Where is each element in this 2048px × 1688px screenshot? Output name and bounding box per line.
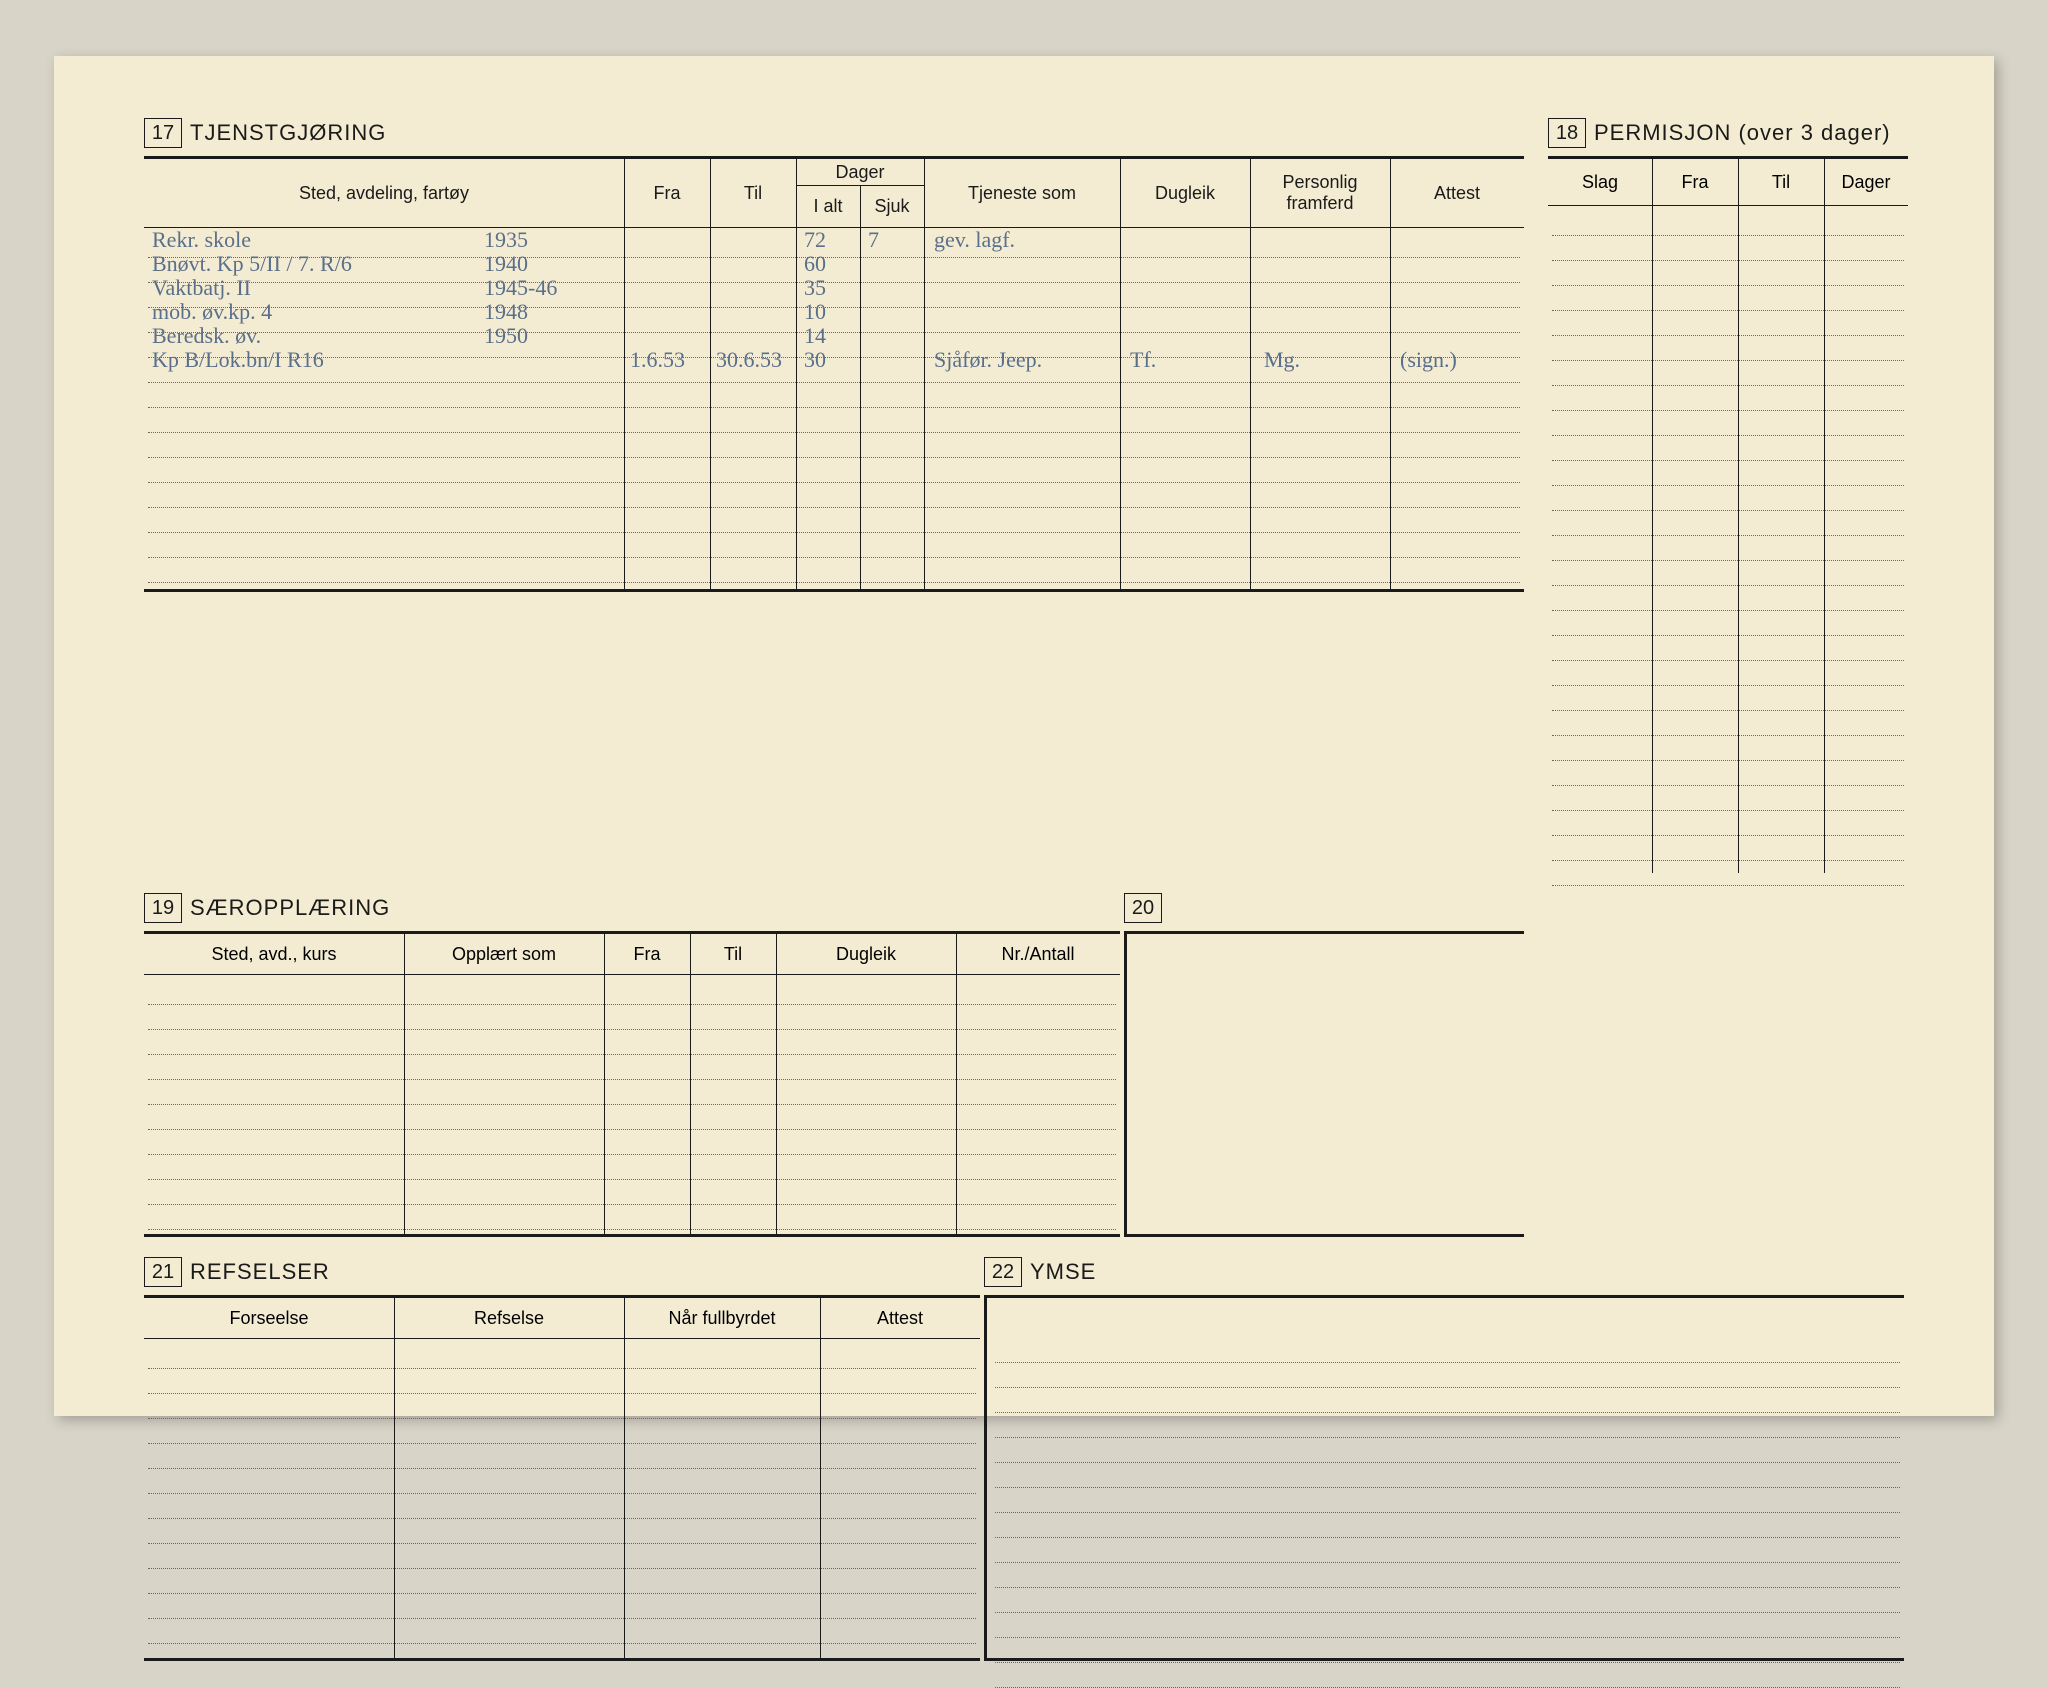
section-22-num: 22 <box>984 1257 1022 1287</box>
section-22-rows <box>995 1338 1900 1654</box>
section-20-block <box>1124 931 1524 1237</box>
section-17-wrap: 17 TJENSTGJØRING Sted, avdeling, fartøy <box>144 116 1524 873</box>
section-19-head: 19 SÆROPPLÆRING <box>144 891 1120 925</box>
h-attest: Attest <box>1390 159 1524 227</box>
handwritten-cell: Sjåfør. Jeep. <box>934 347 1042 373</box>
section-19-title: SÆROPPLÆRING <box>190 895 390 921</box>
h19-dugleik: Dugleik <box>776 934 956 974</box>
h21-refselse: Refselse <box>394 1298 624 1338</box>
handwritten-cell: gev. lagf. <box>934 227 1015 253</box>
handwritten-cell: Kp B/Lok.bn/I R16 <box>152 347 324 373</box>
section-17-header: Sted, avdeling, fartøy Fra Til Dager I a… <box>144 159 1524 228</box>
section-21-num: 21 <box>144 1257 182 1287</box>
section-20-wrap: 20 <box>1124 891 1524 1237</box>
handwritten-cell: 60 <box>804 251 826 277</box>
section-18-wrap: 18 PERMISJON (over 3 dager) Slag Fra Til… <box>1548 116 1908 873</box>
h18-dager: Dager <box>1824 159 1908 205</box>
section-17-title: TJENSTGJØRING <box>190 120 386 146</box>
section-21-title: REFSELSER <box>190 1259 330 1285</box>
section-19-wrap: 19 SÆROPPLÆRING Sted, avd., kurs Opplært… <box>144 891 1120 1237</box>
section-22-head: 22 YMSE <box>984 1255 1904 1289</box>
top-row: 17 TJENSTGJØRING Sted, avdeling, fartøy <box>144 116 1934 873</box>
section-18-header: Slag Fra Til Dager <box>1548 159 1908 206</box>
h21-fullbyrdet: Når fullbyrdet <box>624 1298 820 1338</box>
h-fra: Fra <box>624 159 710 227</box>
h19-nr: Nr./Antall <box>956 934 1120 974</box>
handwritten-cell: 30 <box>804 347 826 373</box>
handwritten-cell: mob. øv.kp. 4 <box>152 299 272 325</box>
handwritten-cell: 14 <box>804 323 826 349</box>
section-18-rows <box>1552 211 1904 869</box>
section-19-header: Sted, avd., kurs Opplært som Fra Til Dug… <box>144 934 1120 975</box>
section-21-wrap: 21 REFSELSER Forseelse Refselse Når full… <box>144 1255 980 1661</box>
handwritten-cell: 1940 <box>484 251 528 277</box>
section-19-table: Sted, avd., kurs Opplært som Fra Til Dug… <box>144 931 1120 1237</box>
handwritten-cell: Beredsk. øv. <box>152 323 261 349</box>
section-22-title: YMSE <box>1030 1259 1096 1285</box>
section-21-rows <box>148 1344 976 1654</box>
handwritten-cell: 30.6.53 <box>716 347 782 373</box>
h19-til: Til <box>690 934 776 974</box>
section-17-table: Sted, avdeling, fartøy Fra Til Dager I a… <box>144 156 1524 592</box>
handwritten-cell: 72 <box>804 227 826 253</box>
handwritten-cell: 35 <box>804 275 826 301</box>
section-19-rows <box>148 980 1116 1230</box>
section-17-rows <box>148 233 1520 585</box>
handwritten-cell: 10 <box>804 299 826 325</box>
section-18-num: 18 <box>1548 118 1586 148</box>
h18-fra: Fra <box>1652 159 1738 205</box>
mid-row: 19 SÆROPPLÆRING Sted, avd., kurs Opplært… <box>144 891 1934 1237</box>
handwritten-cell: 1950 <box>484 323 528 349</box>
h21-forseelse: Forseelse <box>144 1298 394 1338</box>
handwritten-cell: 1.6.53 <box>630 347 685 373</box>
h19-opplart: Opplært som <box>404 934 604 974</box>
handwritten-cell: 1948 <box>484 299 528 325</box>
handwritten-cell: Mg. <box>1264 347 1300 373</box>
section-20-head: 20 <box>1124 891 1524 925</box>
h18-slag: Slag <box>1548 159 1652 205</box>
section-19-num: 19 <box>144 893 182 923</box>
handwritten-cell: Bnøvt. Kp 5/II / 7. R/6 <box>152 251 352 277</box>
h-framferd: Personlig framferd <box>1250 159 1390 227</box>
section-20-num: 20 <box>1124 893 1162 923</box>
section-22-block <box>984 1295 1904 1661</box>
handwritten-cell: 1935 <box>484 227 528 253</box>
handwritten-cell: 1945-46 <box>484 275 557 301</box>
section-21-table: Forseelse Refselse Når fullbyrdet Attest <box>144 1295 980 1661</box>
section-18-head: 18 PERMISJON (over 3 dager) <box>1548 116 1908 150</box>
h19-sted: Sted, avd., kurs <box>144 934 404 974</box>
section-21-header: Forseelse Refselse Når fullbyrdet Attest <box>144 1298 980 1339</box>
h-ialt: I alt <box>796 185 860 227</box>
h-sjuk: Sjuk <box>860 185 924 227</box>
h19-fra: Fra <box>604 934 690 974</box>
section-18-title: PERMISJON (over 3 dager) <box>1594 120 1891 146</box>
handwritten-cell: Vaktbatj. II <box>152 275 251 301</box>
section-21-head: 21 REFSELSER <box>144 1255 980 1289</box>
h-sted: Sted, avdeling, fartøy <box>144 159 624 227</box>
handwritten-cell: (sign.) <box>1400 347 1457 373</box>
section-22-wrap: 22 YMSE <box>984 1255 1904 1661</box>
section-18-table: Slag Fra Til Dager <box>1548 156 1908 873</box>
bottom-row: 21 REFSELSER Forseelse Refselse Når full… <box>144 1255 1904 1661</box>
military-record-card: 17 TJENSTGJØRING Sted, avdeling, fartøy <box>54 56 1994 1416</box>
h-dager: Dager <box>796 159 924 185</box>
section-17-head: 17 TJENSTGJØRING <box>144 116 1524 150</box>
h18-til: Til <box>1738 159 1824 205</box>
section-17-num: 17 <box>144 118 182 148</box>
h21-attest: Attest <box>820 1298 980 1338</box>
handwritten-cell: 7 <box>868 227 879 253</box>
handwritten-cell: Tf. <box>1130 347 1156 373</box>
handwritten-cell: Rekr. skole <box>152 227 251 253</box>
h-til: Til <box>710 159 796 227</box>
h-dugleik: Dugleik <box>1120 159 1250 227</box>
h-tjeneste: Tjeneste som <box>924 159 1120 227</box>
